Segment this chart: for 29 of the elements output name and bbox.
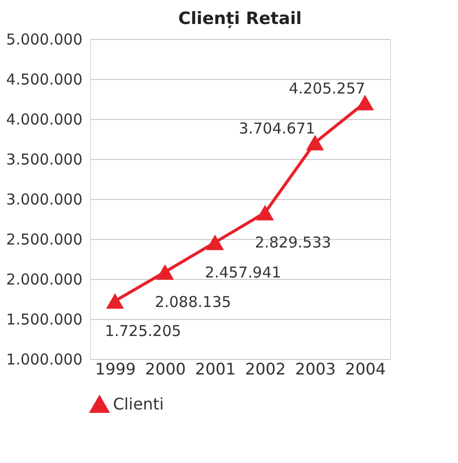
point — [256, 204, 274, 220]
y-tick-label: 1.500.000 — [6, 310, 82, 328]
chart-title: Clienți Retail — [178, 9, 302, 29]
x-tick-label: 2002 — [245, 360, 286, 378]
x-tick-label: 2000 — [145, 360, 186, 378]
point — [156, 264, 174, 280]
point — [356, 94, 374, 110]
y-tick-label: 3.000.000 — [6, 190, 82, 208]
legend-label: Clienti — [113, 394, 164, 414]
y-tick-label: 4.000.000 — [6, 110, 82, 128]
x-tick-label: 1999 — [95, 360, 136, 378]
data-label: 1.725.205 — [104, 322, 182, 340]
data-label: 2.829.533 — [254, 234, 332, 252]
y-tick-label: 3.500.000 — [6, 150, 82, 168]
data-label: 4.205.257 — [288, 80, 366, 98]
point — [306, 134, 324, 150]
x-tick-label: 2004 — [345, 360, 386, 378]
x-tick-label: 2001 — [195, 360, 236, 378]
data-label: 2.457.941 — [204, 263, 282, 282]
x-tick-label: 2003 — [295, 360, 336, 378]
point — [206, 234, 224, 250]
y-tick-label: 1.000.000 — [6, 350, 82, 368]
y-tick-label: 2.000.000 — [6, 270, 82, 288]
y-tick-label: 4.500.000 — [6, 70, 82, 88]
data-label: 2.088.135 — [154, 292, 232, 311]
data-label: 3.704.671 — [238, 120, 316, 138]
y-tick-label: 2.500.000 — [6, 230, 82, 248]
point — [106, 293, 124, 309]
y-tick-label: 5.000.000 — [6, 30, 82, 48]
